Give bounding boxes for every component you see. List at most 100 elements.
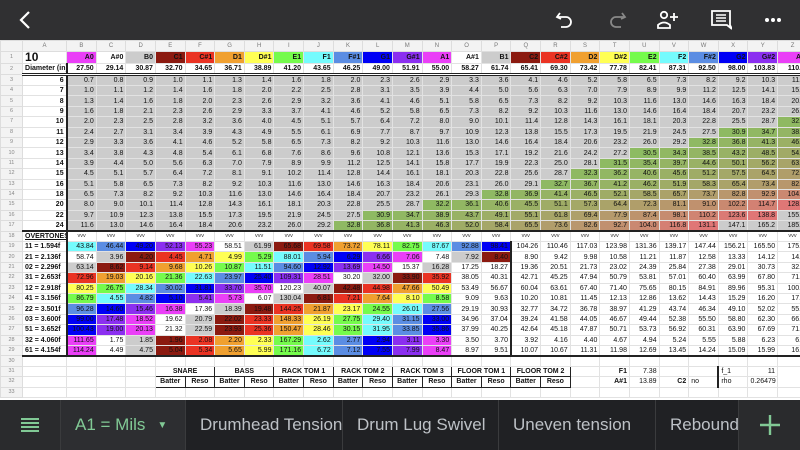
tension-cell[interactable]: 64.4 [599,199,630,211]
cell[interactable] [125,386,156,399]
tension-cell[interactable]: 11.2 [332,157,364,170]
frequency-cell[interactable]: 103.83 [747,63,779,76]
tension-cell[interactable]: 32.2 [421,199,453,211]
frequency-cell[interactable]: 27.50 [66,63,97,76]
tension-cell[interactable]: 4.4 [95,157,127,170]
tension-cell[interactable]: 34.7 [391,209,423,222]
cell[interactable] [125,376,156,388]
frequency-cell[interactable]: 30.87 [125,63,156,76]
tension-cell[interactable]: 0.7 [66,74,97,86]
tension-cell[interactable]: 23.2 [243,220,275,233]
note-header[interactable]: F2 [658,51,690,64]
tension-cell[interactable]: 8.7 [391,126,423,138]
tension-cell[interactable]: 12.5 [717,84,749,97]
cell-table[interactable]: A B C D E F G H I J K L M N O P Q R S T U V W X Y Z 1 10 A0 A#0 B0 C1 C#… [0,40,800,399]
cell[interactable] [569,355,601,367]
tension-cell[interactable]: 2.3 [154,105,186,118]
overtone-cell[interactable]: 50.79 [599,272,630,284]
tension-cell[interactable]: 18.4 [688,105,719,118]
note-header[interactable]: F#2 [688,51,719,64]
tension-cell[interactable]: 23.2 [391,188,423,201]
cell[interactable] [66,386,97,399]
tension-cell[interactable]: 0.9 [125,74,156,86]
note-header[interactable]: C1 [154,51,186,64]
overtone-cell[interactable]: 30.20 [332,272,364,284]
tension-cell[interactable]: 7.2 [391,116,423,128]
tension-cell[interactable]: 9.9 [303,157,334,170]
reso-label[interactable]: Reso [480,376,512,388]
marker-cell[interactable]: vvv [628,230,660,243]
overtone-cell[interactable]: 22.02 [214,313,245,326]
cell[interactable] [125,355,156,367]
tension-cell[interactable]: 30.5 [628,147,660,159]
column-header-T[interactable]: T [599,40,630,52]
tab-rebound[interactable]: Rebound [656,400,739,450]
cell[interactable] [66,365,97,378]
tension-cell[interactable]: 8.2 [184,178,216,190]
tension-cell[interactable]: 2.0 [243,84,275,97]
cell[interactable] [599,386,630,399]
plus-icon[interactable] [739,400,800,450]
note-header[interactable]: C#1 [184,51,216,64]
overtone-cell[interactable]: 71.7 [777,324,800,336]
overtone-cell[interactable]: 56.92 [658,324,690,336]
overtone-cell[interactable]: 96.28 [66,303,97,315]
tension-cell[interactable]: 9.2 [717,74,749,86]
tension-cell[interactable]: 15.5 [184,209,216,222]
marker-cell[interactable]: vvv [747,230,779,243]
overtone-cell[interactable]: 99.00 [66,313,97,326]
marker-cell[interactable]: vvv [66,230,97,243]
tension-cell[interactable]: 138.8 [747,209,779,222]
overtone-cell[interactable]: 58.51 [214,241,245,253]
tension-cell[interactable]: 2.9 [421,74,453,86]
row-header[interactable]: 23 [0,282,24,295]
overtone-label[interactable]: 61 = 4.154f [22,345,68,357]
tab-drumhead-tension[interactable]: Drumhead Tension [186,400,343,450]
overtone-label[interactable]: 21 = 2.136f [22,251,68,263]
tension-cell[interactable]: 58.5 [628,188,660,201]
tension-cell[interactable]: 7.0 [569,84,601,97]
overtone-cell[interactable]: 69.58 [303,241,334,253]
tension-cell[interactable]: 18.4 [332,188,364,201]
tension-cell[interactable]: 25.5 [362,199,393,211]
reso-label[interactable]: Reso [421,376,453,388]
column-header-Q[interactable]: Q [510,40,542,52]
tension-cell[interactable]: 9.2 [154,188,186,201]
overtone-cell[interactable]: 41.58 [540,313,571,326]
tension-cell[interactable]: 2.9 [273,95,305,107]
overtone-cell[interactable]: 2.20 [214,334,245,347]
cell[interactable] [777,355,800,367]
tension-cell[interactable]: 40.6 [628,168,660,180]
overtone-cell[interactable]: 13.69 [332,261,364,274]
note-header[interactable]: D1 [214,51,245,64]
batter-label[interactable]: Batter [451,376,482,388]
diameter-cell[interactable]: 16 [22,178,68,190]
row-header[interactable]: 29 [0,345,24,357]
tension-cell[interactable]: 6.8 [243,147,275,159]
tension-cell[interactable]: 3.7 [273,105,305,118]
tension-cell[interactable]: 22.3 [510,157,542,170]
row-header[interactable]: 5 [0,95,24,107]
cell[interactable] [451,386,482,399]
frequency-cell[interactable]: 34.65 [184,63,216,76]
tension-cell[interactable]: 26.1 [777,105,800,118]
tension-cell[interactable]: 14.6 [628,105,660,118]
overtone-cell[interactable]: 37.99 [451,324,482,336]
overtone-cell[interactable]: 11.31 [569,345,601,357]
tension-cell[interactable]: 25.0 [540,157,571,170]
overtone-cell[interactable]: 10.67 [540,345,571,357]
column-header-N[interactable]: N [421,40,453,52]
tension-cell[interactable]: 27.5 [688,126,719,138]
overtone-cell[interactable]: 40.25 [480,324,512,336]
tension-cell[interactable]: 0.8 [95,74,127,86]
tension-cell[interactable]: 39.7 [658,157,690,170]
overtone-cell[interactable]: 55.23 [184,241,216,253]
cell[interactable] [273,386,305,399]
overtone-cell[interactable]: 23.17 [332,303,364,315]
overtone-cell[interactable]: 18.27 [480,261,512,274]
overtone-cell[interactable]: 11.87 [658,251,690,263]
tension-cell[interactable]: 9.2 [214,178,245,190]
overtone-cell[interactable]: 88.01 [273,251,305,263]
overtone-cell[interactable]: 71.40 [599,282,630,295]
tension-cell[interactable]: 82.6 [569,220,601,233]
